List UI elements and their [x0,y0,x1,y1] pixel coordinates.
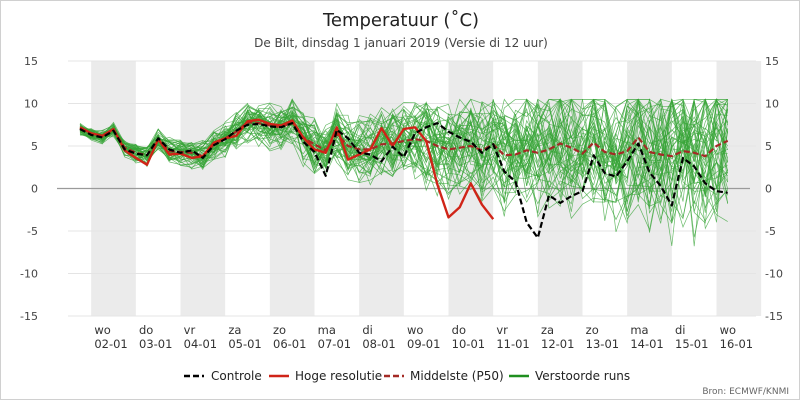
day-date: 06-01 [273,337,306,351]
legend-item-middelste[interactable]: Middelste (P50) [384,369,504,383]
ensemble-run-line [79,98,728,178]
day-weekday: zo [586,323,599,337]
chart-title: Temperatuur (˚C) [322,10,479,31]
ensemble-run-line [79,121,728,246]
ytick-right-label: 5 [765,140,772,153]
day-weekday: vr [184,323,196,337]
day-date: 09-01 [407,337,440,351]
day-date: 15-01 [675,337,708,351]
day-weekday: za [228,323,241,337]
ytick-right-label: 10 [765,98,779,111]
day-date: 08-01 [362,337,395,351]
chart-subtitle: De Bilt, dinsdag 1 januari 2019 (Versie … [254,36,548,50]
day-weekday: di [362,323,373,337]
x-axis-labels: wo02-01do03-01vr04-01za05-01zo06-01ma07-… [94,323,753,351]
ytick-right-label: -15 [765,310,783,323]
ytick-left-label: 10 [24,98,38,111]
ytick-right-label: -5 [765,225,776,238]
ensemble-run-line [79,97,729,195]
legend: Controle Hoge resolutie Middelste (P50) … [184,369,630,383]
day-date: 16-01 [720,337,753,351]
main-series [79,118,729,239]
legend-label-hoge-resolutie: Hoge resolutie [295,369,382,383]
ensemble-run-line [79,98,729,181]
source-credit: Bron: ECMWF/KNMI [702,387,789,397]
day-weekday: wo [720,323,736,337]
day-date: 13-01 [586,337,619,351]
y-axis-left: 15 10 5 0 -5 -10 -15 [20,55,38,323]
day-weekday: wo [407,323,423,337]
day-weekday: ma [630,323,648,337]
legend-item-controle[interactable]: Controle [184,369,262,383]
legend-label-middelste: Middelste (P50) [410,369,504,383]
legend-label-controle: Controle [211,369,262,383]
series-line-hoge-resolutie [79,118,495,220]
day-date: 11-01 [496,337,529,351]
day-weekday: ma [318,323,336,337]
ytick-right-label: 15 [765,55,779,68]
series-line-controle [79,122,728,239]
legend-label-verstoorde-runs: Verstoorde runs [535,369,630,383]
ytick-left-label: 15 [24,55,38,68]
legend-item-hoge-resolutie[interactable]: Hoge resolutie [269,369,382,383]
legend-item-verstoorde-runs[interactable]: Verstoorde runs [509,369,630,383]
day-weekday: do [139,323,153,337]
day-weekday: vr [496,323,508,337]
ytick-right-label: -10 [765,268,783,281]
ytick-left-label: 0 [31,183,38,196]
ytick-left-label: -5 [27,225,38,238]
series-line-middelste-p50- [79,121,729,158]
ytick-left-label: 5 [31,140,38,153]
day-weekday: di [675,323,686,337]
day-date: 02-01 [94,337,127,351]
ytick-left-label: -10 [20,268,38,281]
day-date: 14-01 [630,337,663,351]
day-date: 10-01 [452,337,485,351]
day-date: 05-01 [228,337,261,351]
ytick-left-label: -15 [20,310,38,323]
ensemble-run-line [79,98,728,174]
ytick-right-label: 0 [765,183,772,196]
day-date: 03-01 [139,337,172,351]
day-date: 04-01 [184,337,217,351]
day-date: 07-01 [318,337,351,351]
y-axis-right: 15 10 5 0 -5 -10 -15 [765,55,783,323]
day-weekday: za [541,323,554,337]
day-date: 12-01 [541,337,574,351]
day-weekday: wo [94,323,110,337]
day-weekday: do [452,323,466,337]
day-weekday: zo [273,323,286,337]
